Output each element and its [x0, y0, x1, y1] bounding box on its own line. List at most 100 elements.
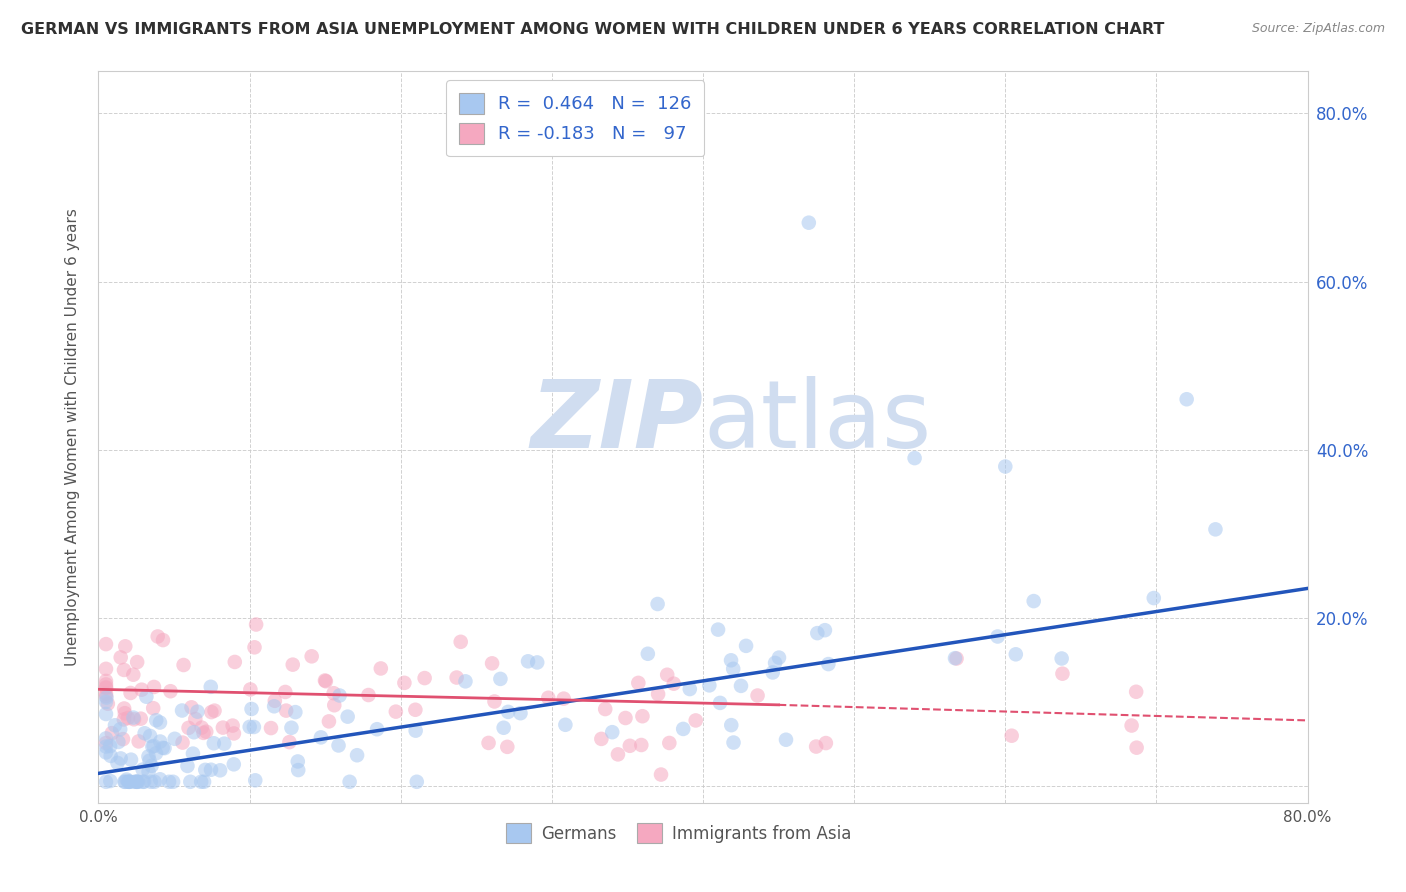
Point [260, 721, 283, 735]
Point [125, 774, 148, 789]
Point [817, 657, 839, 671]
Point [366, 723, 388, 737]
Point [152, 633, 174, 648]
Point [496, 739, 519, 754]
Point [263, 699, 285, 714]
Point [186, 705, 208, 719]
Text: atlas: atlas [703, 376, 931, 468]
Point [276, 704, 298, 718]
Point [287, 755, 309, 769]
Point [446, 671, 468, 685]
Point [177, 721, 200, 735]
Point [243, 640, 266, 655]
Point [122, 712, 145, 726]
Point [346, 748, 368, 763]
Point [181, 747, 204, 761]
Point [162, 774, 184, 789]
Point [190, 721, 212, 735]
Point [768, 650, 790, 665]
Point [94, 746, 117, 760]
Point [814, 736, 837, 750]
Point [107, 735, 129, 749]
Point [94, 689, 117, 703]
Point [100, 748, 122, 763]
Point [240, 702, 263, 716]
Point [477, 736, 499, 750]
Point [193, 726, 215, 740]
Point [720, 653, 742, 667]
Point [138, 754, 160, 768]
Point [775, 732, 797, 747]
Point [647, 597, 669, 611]
Point [1050, 651, 1073, 665]
Point [239, 682, 262, 697]
Point [301, 649, 323, 664]
Point [212, 721, 235, 735]
Text: ZIP: ZIP [530, 376, 703, 468]
Point [173, 658, 195, 673]
Point [315, 674, 337, 689]
Point [131, 682, 153, 697]
Point [994, 459, 1017, 474]
Point [658, 736, 681, 750]
Point [118, 774, 141, 789]
Point [243, 720, 266, 734]
Point [797, 216, 820, 230]
Point [481, 657, 503, 671]
Point [117, 774, 139, 789]
Point [145, 746, 167, 760]
Point [138, 764, 160, 779]
Point [143, 774, 166, 789]
Point [122, 667, 145, 681]
Point [204, 704, 226, 718]
Point [153, 741, 176, 756]
Point [142, 701, 165, 715]
Point [193, 774, 215, 789]
Point [98, 739, 121, 753]
Point [135, 690, 157, 704]
Point [96, 690, 118, 705]
Point [132, 774, 155, 789]
Point [720, 718, 742, 732]
Point [484, 694, 506, 708]
Point [94, 687, 117, 701]
Point [554, 718, 576, 732]
Point [224, 655, 246, 669]
Point [631, 709, 654, 723]
Point [118, 774, 141, 789]
Point [245, 773, 267, 788]
Point [709, 696, 731, 710]
Point [405, 723, 427, 738]
Point [222, 726, 245, 740]
Point [221, 718, 243, 732]
Point [619, 739, 641, 753]
Point [806, 626, 828, 640]
Point [104, 718, 127, 732]
Point [94, 677, 117, 691]
Point [245, 617, 267, 632]
Point [517, 654, 540, 668]
Point [405, 774, 427, 789]
Point [814, 623, 837, 637]
Point [804, 739, 827, 754]
Point [94, 681, 117, 695]
Point [138, 749, 160, 764]
Point [112, 713, 135, 727]
Point [195, 724, 218, 739]
Point [1052, 666, 1074, 681]
Point [637, 647, 659, 661]
Point [120, 686, 142, 700]
Point [94, 731, 117, 746]
Point [122, 710, 145, 724]
Point [149, 734, 172, 748]
Point [1004, 648, 1026, 662]
Point [672, 722, 695, 736]
Point [721, 662, 744, 676]
Point [943, 651, 966, 665]
Point [553, 691, 575, 706]
Point [180, 700, 202, 714]
Point [904, 451, 927, 466]
Point [489, 672, 512, 686]
Point [134, 726, 156, 740]
Point [1125, 685, 1147, 699]
